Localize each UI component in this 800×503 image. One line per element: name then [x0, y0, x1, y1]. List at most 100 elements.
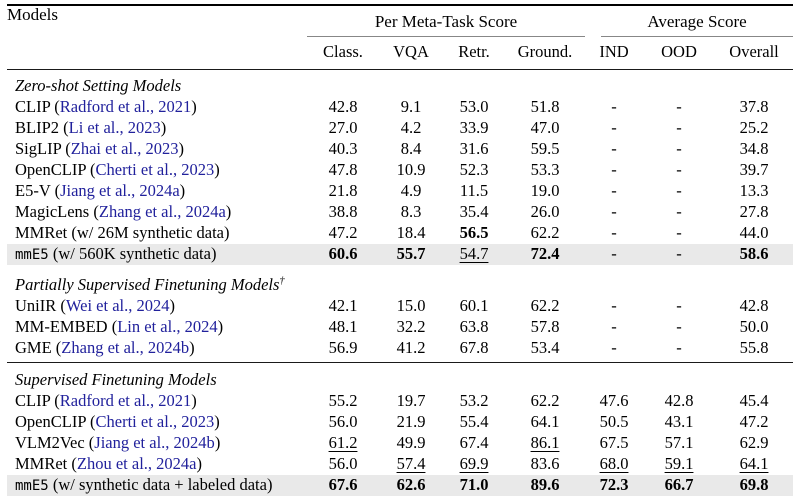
score-cell: 53.4: [505, 337, 585, 362]
score-value: 25.2: [739, 118, 769, 138]
citation-link[interactable]: Jiang et al., 2024b: [94, 433, 215, 453]
score-value: 48.1: [328, 316, 358, 336]
model-name: VLM2Vec: [15, 433, 85, 453]
model-cell: CLIP (Radford et al., 2021): [15, 391, 197, 411]
score-cell: 55.7: [379, 243, 443, 268]
score-cell: 57.8: [505, 316, 585, 337]
results-table: Models Per Meta-Task Score Average Score…: [7, 4, 794, 499]
score-cell: 67.8: [443, 337, 505, 362]
score-cell: 67.5: [585, 433, 643, 454]
table-row: MM-EMBED (Lin et al., 2024) 48.1 32.2 63.8 5…: [7, 316, 793, 337]
score-value: 33.9: [459, 118, 489, 138]
score-value: 67.8: [459, 337, 489, 357]
citation-link[interactable]: Cherti et al., 2023: [95, 412, 215, 432]
score-value: 71.0: [459, 475, 489, 495]
score-cell: -: [585, 243, 644, 268]
citation-link[interactable]: Radford et al., 2021: [59, 97, 192, 117]
score-value: 55.2: [328, 391, 358, 411]
citation-link[interactable]: Zhang et al., 2024a: [98, 202, 226, 222]
score-cell: 37.8: [715, 97, 793, 118]
score-value: 62.2: [530, 391, 560, 411]
group-header-row: Models Per Meta-Task Score Average Score: [7, 5, 794, 70]
model-name: MMRet: [15, 454, 68, 474]
model-cell: GME (Zhang et al., 2024b): [15, 337, 195, 357]
score-value: 47.2: [328, 223, 358, 243]
score-cell: 27.8: [715, 202, 793, 223]
citation-link[interactable]: Li et al., 2023: [68, 118, 161, 138]
score-cell: 66.7: [643, 474, 716, 499]
score-cell: 50.5: [585, 412, 643, 433]
score-value: 67.4: [459, 433, 489, 453]
score-value: -: [611, 244, 617, 264]
score-value: 47.8: [328, 160, 358, 180]
score-value: -: [611, 181, 617, 201]
score-value: 62.9: [739, 433, 769, 453]
citation-link[interactable]: Zhou et al., 2024a: [76, 454, 197, 474]
score-value: 60.6: [328, 244, 358, 264]
model-name: CLIP: [15, 97, 51, 117]
score-cell: 39.7: [715, 160, 793, 181]
citation-link[interactable]: Radford et al., 2021: [59, 391, 192, 411]
score-cell: 83.6: [505, 454, 585, 475]
score-cell: 64.1: [715, 454, 793, 475]
score-value: 19.0: [530, 181, 560, 201]
score-value: 47.2: [739, 412, 769, 432]
score-value: -: [676, 97, 682, 117]
score-value: 62.2: [530, 223, 560, 243]
score-value: 34.8: [739, 139, 769, 159]
score-value: -: [611, 316, 617, 336]
score-value: 55.4: [459, 412, 489, 432]
score-cell: 4.2: [379, 118, 443, 139]
score-cell: -: [643, 139, 715, 160]
paren-text: w/ 26M synthetic data: [76, 223, 224, 243]
score-cell: -: [643, 223, 715, 244]
score-cell: 54.7: [443, 243, 505, 268]
model-name: CLIP: [15, 391, 51, 411]
table-row: CLIP (Radford et al., 2021) 42.8 9.1 53.0 51…: [7, 97, 793, 118]
score-value: 13.3: [739, 181, 769, 201]
score-cell: 15.0: [379, 296, 443, 317]
paren-text: w/ synthetic data + labeled data: [58, 475, 267, 495]
citation-link[interactable]: Zhang et al., 2024b: [61, 337, 190, 357]
score-cell: 35.4: [443, 202, 505, 223]
score-cell: 71.0: [443, 474, 505, 499]
score-value: 42.8: [739, 296, 769, 316]
score-value: 55.7: [396, 244, 426, 264]
column-header-overall: Overall: [715, 37, 794, 70]
score-cell: 18.4: [379, 223, 443, 244]
score-value: -: [611, 139, 617, 159]
score-value: 55.8: [739, 337, 769, 357]
model-name: OpenCLIP: [15, 412, 86, 432]
score-cell: 42.1: [307, 296, 379, 317]
score-value: -: [611, 118, 617, 138]
citation-link[interactable]: Lin et al., 2024: [117, 316, 218, 336]
score-value: 67.6: [328, 475, 358, 495]
score-value: -: [611, 337, 617, 357]
table-row: VLM2Vec (Jiang et al., 2024b) 61.2 49.9 67.…: [7, 433, 793, 454]
score-value: 10.9: [396, 160, 426, 180]
citation-link[interactable]: Zhai et al., 2023: [70, 139, 179, 159]
score-cell: -: [643, 316, 715, 337]
score-cell: -: [585, 139, 643, 160]
score-cell: -: [585, 296, 643, 317]
score-cell: -: [585, 316, 643, 337]
score-value: 47.6: [599, 391, 629, 411]
score-value: 42.8: [328, 97, 358, 117]
score-value: 15.0: [396, 296, 426, 316]
score-cell: 55.4: [443, 412, 505, 433]
score-value: -: [676, 139, 682, 159]
table-row: OpenCLIP (Cherti et al., 2023) 47.8 10.9 52…: [7, 160, 793, 181]
score-value: 72.4: [530, 244, 560, 264]
citation-link[interactable]: Jiang et al., 2024a: [60, 181, 180, 201]
score-value: 62.6: [396, 475, 426, 495]
score-value: 27.8: [739, 202, 769, 222]
score-value: 38.8: [328, 202, 358, 222]
score-cell: 55.8: [715, 337, 793, 362]
citation-link[interactable]: Cherti et al., 2023: [95, 160, 215, 180]
table-row: CLIP (Radford et al., 2021) 55.2 19.7 53.2 6…: [7, 391, 793, 412]
score-cell: 45.4: [715, 391, 793, 412]
citation-link[interactable]: Wei et al., 2024: [65, 296, 170, 316]
score-value: 56.5: [459, 223, 489, 243]
model-cell: CLIP (Radford et al., 2021): [15, 97, 197, 117]
score-cell: 21.9: [379, 412, 443, 433]
